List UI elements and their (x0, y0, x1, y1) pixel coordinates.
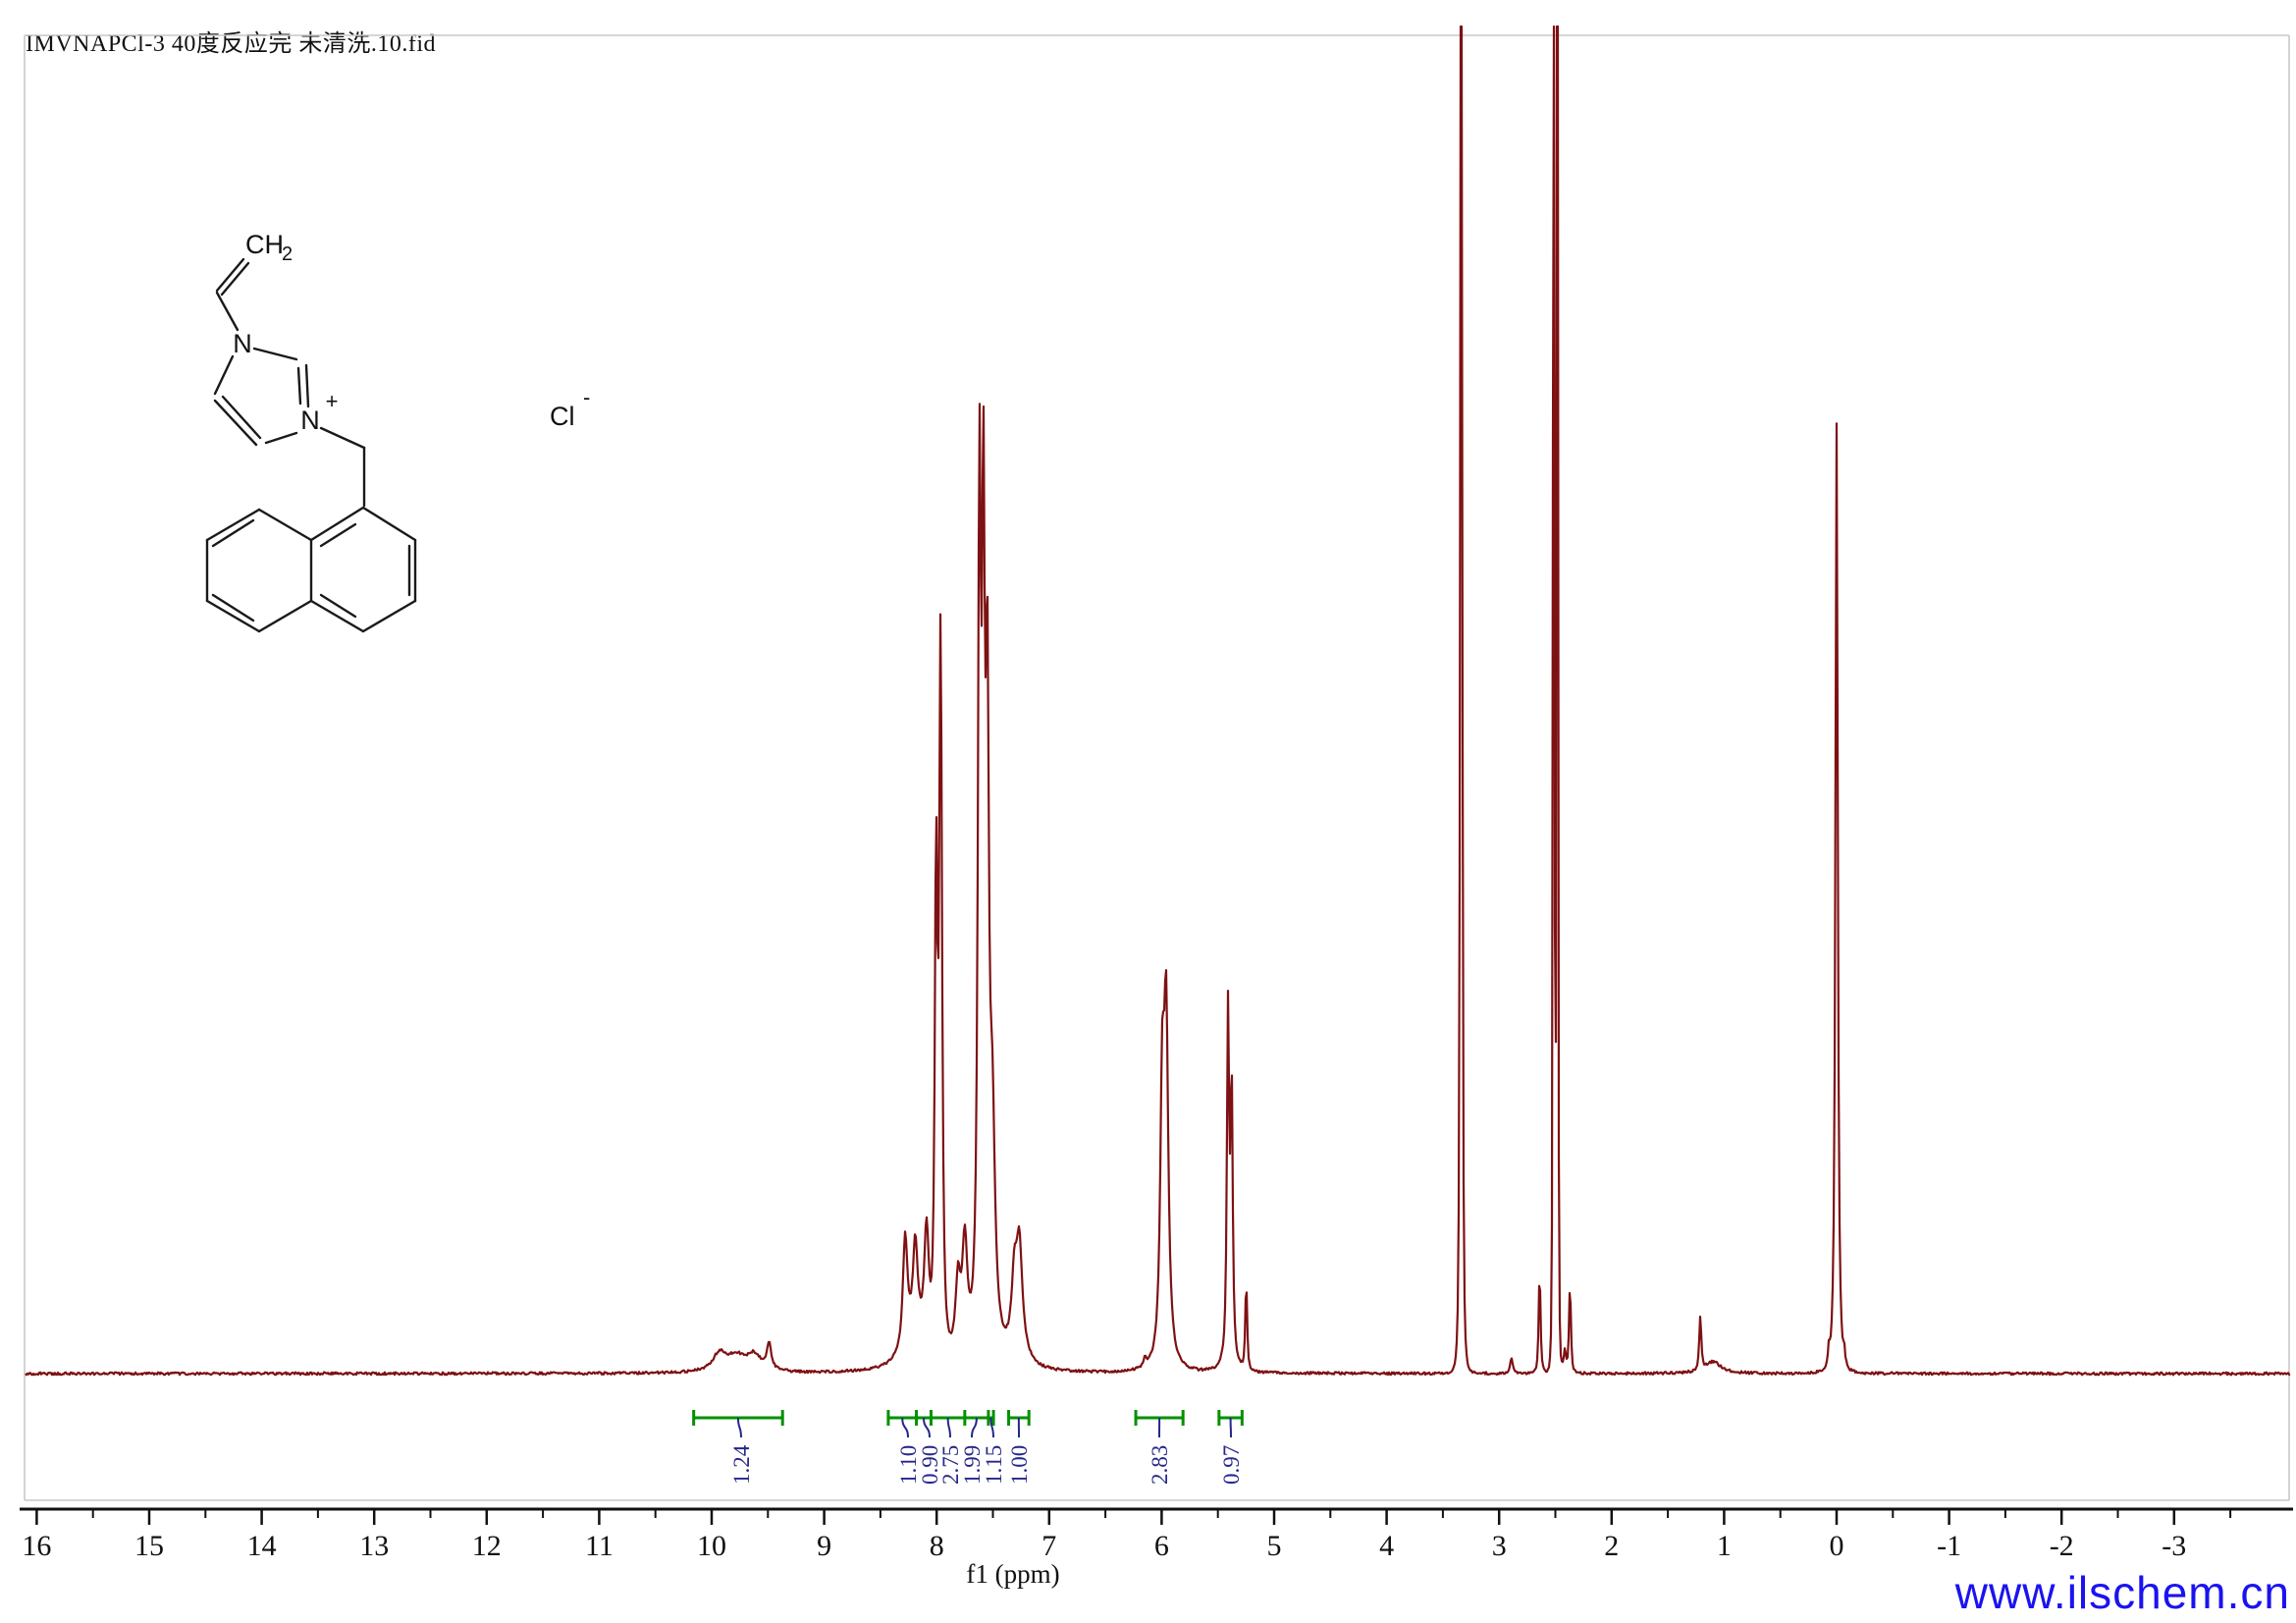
nmr-trace (25, 25, 2291, 1377)
bond-n3-c4 (264, 431, 298, 445)
axis-tick-label: 15 (134, 1530, 164, 1562)
axis-tick-label: -3 (2162, 1530, 2186, 1562)
integral-value: 0.90 (918, 1445, 942, 1485)
x-axis: 16 15 14 13 12 11 10 9 8 7 6 5 4 3 2 1 0 -1 -2 -3f1 (ppm) (20, 1507, 2293, 1589)
integral-leader-line (971, 1417, 978, 1438)
axis-tick-label: 12 (472, 1530, 502, 1562)
bond-c2-n3-b (296, 366, 302, 406)
integral-leader-line (946, 1417, 951, 1438)
axis-tick-label: 9 (817, 1530, 831, 1562)
axis-tick-label: 5 (1267, 1530, 1282, 1562)
axis-tick-label: 2 (1604, 1530, 1619, 1562)
watermark-text: www.ilschem.cn (1954, 1567, 2290, 1618)
plus-charge-label: + (326, 389, 339, 413)
bond-vinyl-double-b (220, 261, 250, 297)
axis-tick-label: 8 (930, 1530, 944, 1562)
molecule-structure (205, 257, 417, 633)
integral-leader-line (923, 1417, 931, 1438)
axis-tick-label: -1 (1937, 1530, 1961, 1562)
integral-value: 1.00 (1007, 1445, 1032, 1485)
integral-value: 2.75 (938, 1445, 963, 1485)
axis-tick-label: 13 (359, 1530, 389, 1562)
axis-tick-label: 0 (1830, 1530, 1844, 1562)
axis-tick-label: 1 (1717, 1530, 1732, 1562)
integral-leader-line (901, 1417, 909, 1438)
vinyl-ch2-label: CH (245, 230, 284, 259)
n1-label: N (233, 329, 252, 358)
axis-tick-label: 11 (585, 1530, 614, 1562)
integral-value: 1.10 (896, 1445, 921, 1485)
integral-brackets: 1.24 1.100.902.751.991.15 1.00 2.83 0.97 (692, 1410, 1244, 1485)
plot-border (24, 34, 2290, 1501)
bond-n1-c2 (252, 347, 298, 361)
integral-value: 0.97 (1219, 1445, 1244, 1485)
bond-c4-c5-b (221, 395, 262, 440)
axis-tick-label: 10 (697, 1530, 726, 1562)
axis-tick-label: 3 (1492, 1530, 1507, 1562)
axis-tick-label: 16 (22, 1530, 51, 1562)
bond-c5-n1 (213, 354, 235, 396)
bond-vinyl-double-a (215, 257, 245, 293)
integral-leader-line (989, 1417, 994, 1438)
bond-c2-n3-a (304, 363, 310, 408)
axis-tick-label: 7 (1041, 1530, 1056, 1562)
integral-value: 1.24 (729, 1444, 754, 1485)
integral-value: 1.99 (960, 1445, 985, 1485)
integral-value: 2.83 (1148, 1445, 1172, 1485)
molecule-labels: CH 2 N N + Cl - (233, 230, 590, 435)
integral-value: 1.15 (982, 1445, 1006, 1485)
axis-tick-label: 14 (247, 1530, 277, 1562)
chloride-charge-label: - (583, 385, 590, 409)
n3-label: N (300, 406, 320, 435)
bond-vinyl-n (215, 291, 240, 332)
bond-c4-c5-a (213, 399, 258, 447)
axis-tick-label: 4 (1379, 1530, 1394, 1562)
integral-leader-line (736, 1417, 742, 1438)
vinyl-ch2-sub: 2 (282, 243, 293, 265)
axis-tick-label: 6 (1154, 1530, 1169, 1562)
axis-tick-label: -2 (2050, 1530, 2074, 1562)
bond-n3-ch2 (319, 426, 366, 450)
chloride-label: Cl (550, 402, 575, 431)
x-axis-title: f1 (ppm) (966, 1559, 1059, 1589)
